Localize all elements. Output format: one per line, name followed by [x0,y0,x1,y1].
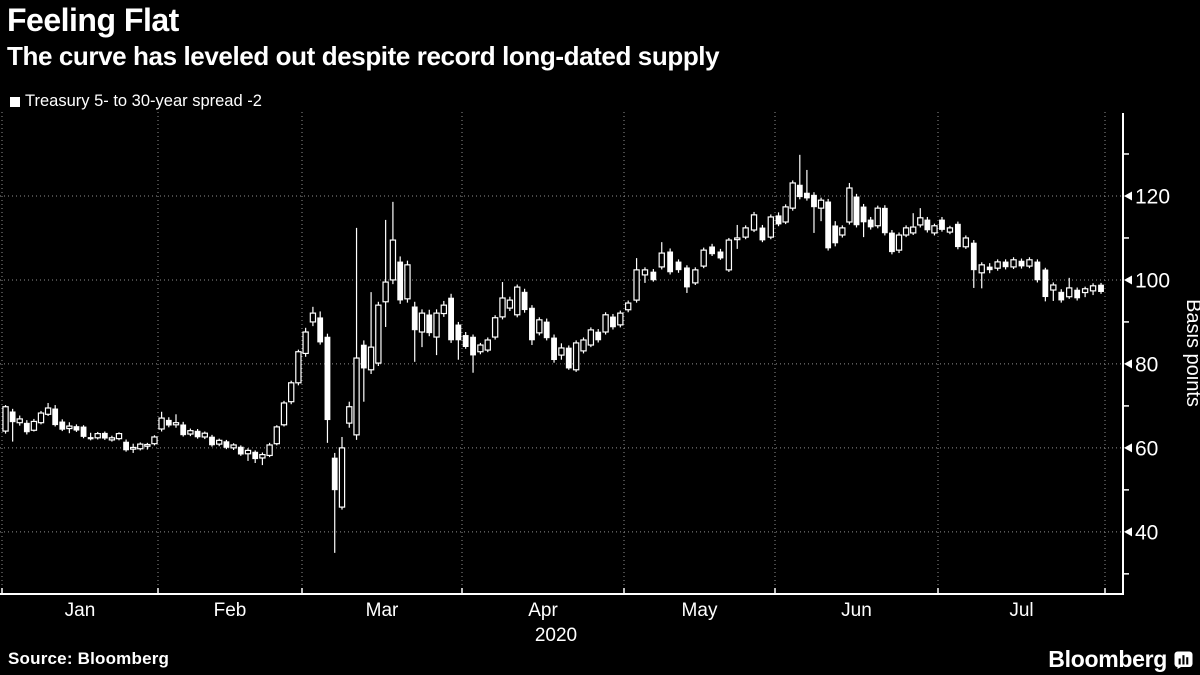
legend-square-icon [10,96,20,107]
svg-text:40: 40 [1135,521,1158,544]
legend-label: Treasury 5- to 30-year spread -2 [25,92,262,110]
svg-text:60: 60 [1135,437,1158,460]
bloomberg-wordmark: Bloomberg [1048,646,1167,672]
svg-text:2020: 2020 [535,625,577,646]
bloomberg-brand: Bloomberg [1048,646,1193,673]
chart-subtitle: The curve has leveled out despite record… [7,41,720,71]
svg-text:Jan: Jan [65,600,96,621]
svg-text:Apr: Apr [528,600,558,621]
svg-text:Jun: Jun [841,600,872,621]
svg-text:Mar: Mar [366,600,399,621]
svg-text:Basis points: Basis points [1182,299,1200,407]
bar-chart-icon [1174,651,1193,669]
legend: Treasury 5- to 30-year spread -2 [10,92,262,111]
svg-text:100: 100 [1135,269,1170,292]
svg-text:Feb: Feb [214,600,247,621]
svg-text:120: 120 [1135,185,1170,208]
svg-text:80: 80 [1135,353,1158,376]
svg-text:Jul: Jul [1009,600,1033,621]
svg-text:May: May [682,600,718,621]
chart-title: Feeling Flat [7,2,179,38]
source-attribution: Source: Bloomberg [8,649,170,668]
